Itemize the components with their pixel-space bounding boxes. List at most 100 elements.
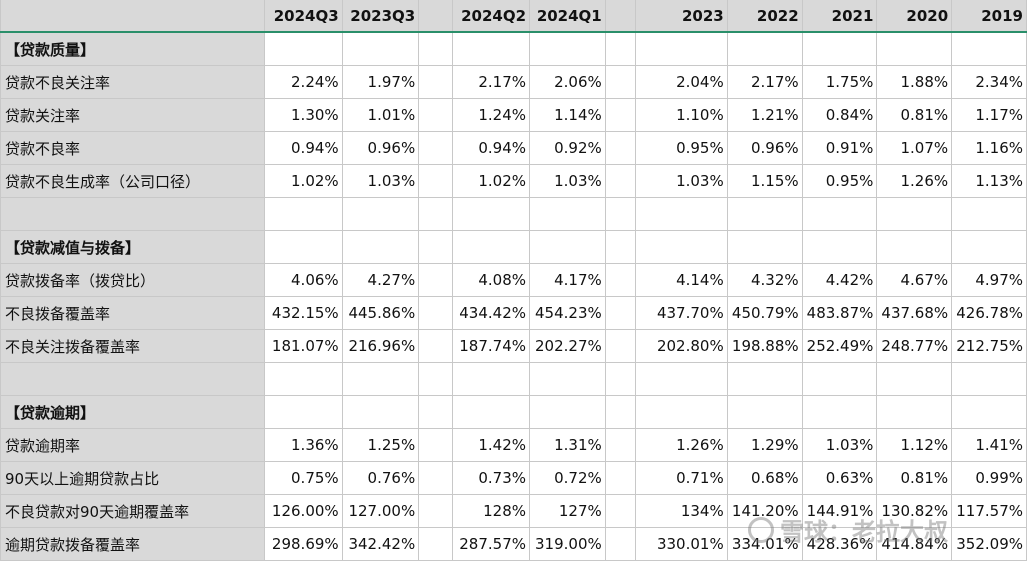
value-cell[interactable] — [876, 31, 953, 66]
value-cell[interactable] — [801, 31, 878, 66]
value-cell[interactable] — [263, 197, 343, 231]
value-cell[interactable] — [529, 395, 606, 429]
row-label-cell[interactable]: 贷款关注率 — [0, 98, 265, 132]
value-cell[interactable] — [451, 197, 531, 231]
value-cell[interactable]: 454.23% — [529, 296, 606, 330]
value-cell[interactable]: 1.31% — [529, 428, 606, 462]
gap-cell[interactable] — [418, 98, 453, 132]
value-cell[interactable] — [341, 362, 420, 396]
value-cell[interactable]: 1.36% — [263, 428, 343, 462]
value-cell[interactable]: 202.27% — [529, 329, 606, 363]
value-cell[interactable] — [635, 230, 728, 264]
value-cell[interactable]: 287.57% — [451, 527, 531, 561]
gap-cell[interactable] — [604, 461, 637, 495]
value-cell[interactable] — [341, 395, 420, 429]
value-cell[interactable]: 0.95% — [635, 131, 728, 165]
value-cell[interactable]: 1.02% — [451, 164, 531, 198]
value-cell[interactable] — [726, 395, 803, 429]
gap-cell[interactable] — [418, 494, 453, 528]
value-cell[interactable]: 0.99% — [951, 461, 1027, 495]
value-cell[interactable]: 127% — [529, 494, 606, 528]
value-cell[interactable] — [263, 230, 343, 264]
value-cell[interactable]: 0.94% — [263, 131, 343, 165]
value-cell[interactable] — [341, 197, 420, 231]
value-cell[interactable]: 2.17% — [726, 65, 803, 99]
value-cell[interactable]: 0.75% — [263, 461, 343, 495]
value-cell[interactable]: 117.57% — [951, 494, 1027, 528]
value-cell[interactable]: 0.73% — [451, 461, 531, 495]
value-cell[interactable]: 1.42% — [451, 428, 531, 462]
value-cell[interactable]: 1.97% — [341, 65, 420, 99]
value-cell[interactable]: 0.76% — [341, 461, 420, 495]
value-cell[interactable]: 426.78% — [951, 296, 1027, 330]
value-cell[interactable]: 1.29% — [726, 428, 803, 462]
value-cell[interactable]: 4.08% — [451, 263, 531, 297]
value-cell[interactable]: 319.00% — [529, 527, 606, 561]
row-label-cell[interactable] — [0, 362, 265, 396]
row-label-cell[interactable] — [0, 197, 265, 231]
row-label-cell[interactable]: 90天以上逾期贷款占比 — [0, 461, 265, 495]
gap-cell[interactable] — [418, 164, 453, 198]
value-cell[interactable]: 1.88% — [876, 65, 953, 99]
value-cell[interactable]: 450.79% — [726, 296, 803, 330]
gap-cell[interactable] — [604, 362, 637, 396]
gap-cell[interactable] — [604, 329, 637, 363]
value-cell[interactable] — [801, 230, 878, 264]
value-cell[interactable]: 414.84% — [876, 527, 953, 561]
value-cell[interactable] — [801, 197, 878, 231]
value-cell[interactable] — [529, 31, 606, 66]
gap-cell[interactable] — [604, 494, 637, 528]
header-2023[interactable]: 2023 — [635, 0, 728, 33]
value-cell[interactable]: 330.01% — [635, 527, 728, 561]
value-cell[interactable] — [263, 31, 343, 66]
row-label-cell[interactable]: 逾期贷款拨备覆盖率 — [0, 527, 265, 561]
value-cell[interactable] — [876, 395, 953, 429]
value-cell[interactable] — [635, 31, 728, 66]
header-2023Q3[interactable]: 2023Q3 — [341, 0, 420, 33]
gap-cell[interactable] — [604, 164, 637, 198]
value-cell[interactable]: 126.00% — [263, 494, 343, 528]
gap-cell[interactable] — [418, 428, 453, 462]
value-cell[interactable]: 428.36% — [801, 527, 878, 561]
value-cell[interactable] — [951, 230, 1027, 264]
value-cell[interactable]: 0.96% — [726, 131, 803, 165]
value-cell[interactable] — [951, 197, 1027, 231]
gap-cell[interactable] — [604, 98, 637, 132]
gap-cell[interactable] — [604, 395, 637, 429]
value-cell[interactable] — [726, 197, 803, 231]
row-label-cell[interactable]: 不良关注拨备覆盖率 — [0, 329, 265, 363]
value-cell[interactable]: 2.34% — [951, 65, 1027, 99]
gap-cell[interactable] — [418, 527, 453, 561]
gap-cell[interactable] — [418, 197, 453, 231]
gap-cell[interactable] — [604, 65, 637, 99]
row-label-cell[interactable]: 贷款拨备率（拨贷比） — [0, 263, 265, 297]
value-cell[interactable]: 1.14% — [529, 98, 606, 132]
value-cell[interactable]: 1.12% — [876, 428, 953, 462]
gap-cell[interactable] — [604, 131, 637, 165]
value-cell[interactable]: 4.14% — [635, 263, 728, 297]
value-cell[interactable]: 352.09% — [951, 527, 1027, 561]
value-cell[interactable] — [529, 230, 606, 264]
value-cell[interactable]: 1.02% — [263, 164, 343, 198]
value-cell[interactable]: 1.15% — [726, 164, 803, 198]
value-cell[interactable]: 2.17% — [451, 65, 531, 99]
value-cell[interactable] — [635, 197, 728, 231]
gap-cell[interactable] — [604, 197, 637, 231]
gap-cell[interactable] — [418, 31, 453, 66]
value-cell[interactable]: 198.88% — [726, 329, 803, 363]
value-cell[interactable]: 342.42% — [341, 527, 420, 561]
value-cell[interactable]: 0.84% — [801, 98, 878, 132]
value-cell[interactable]: 4.27% — [341, 263, 420, 297]
value-cell[interactable] — [876, 230, 953, 264]
value-cell[interactable] — [263, 395, 343, 429]
gap-cell[interactable] — [604, 527, 637, 561]
value-cell[interactable]: 1.07% — [876, 131, 953, 165]
value-cell[interactable]: 0.71% — [635, 461, 728, 495]
value-cell[interactable]: 144.91% — [801, 494, 878, 528]
value-cell[interactable]: 248.77% — [876, 329, 953, 363]
value-cell[interactable] — [451, 362, 531, 396]
row-label-cell[interactable]: 不良拨备覆盖率 — [0, 296, 265, 330]
gap-cell[interactable] — [418, 263, 453, 297]
gap-cell[interactable] — [418, 296, 453, 330]
value-cell[interactable]: 4.67% — [876, 263, 953, 297]
